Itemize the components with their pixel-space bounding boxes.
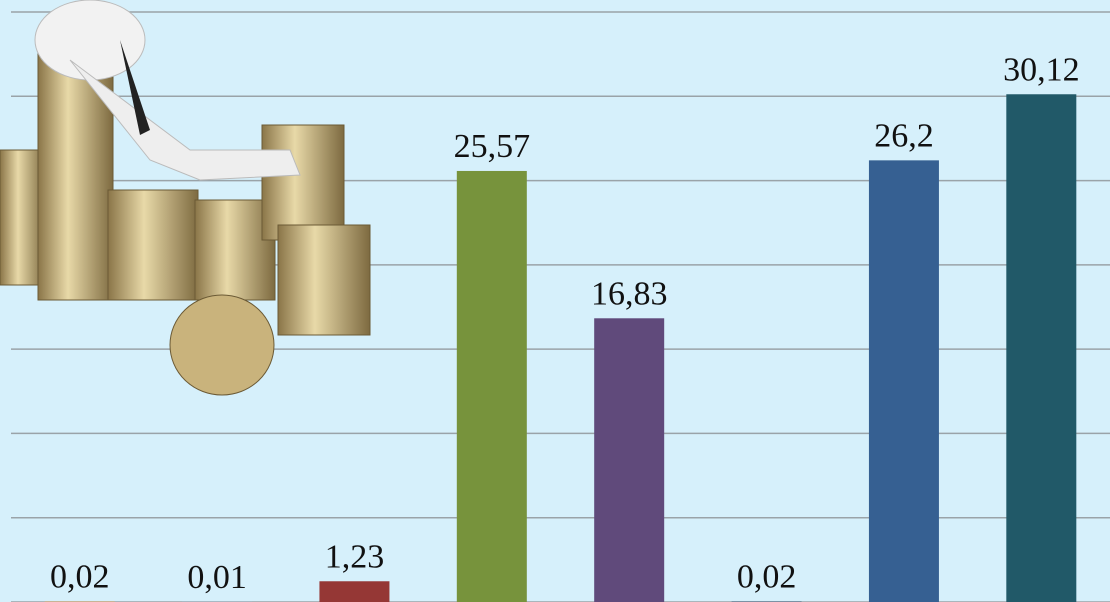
- bar: [456, 170, 527, 602]
- data-label: 0,01: [187, 559, 247, 596]
- data-label: 26,2: [874, 117, 934, 154]
- bar: [319, 581, 390, 602]
- data-label: 25,57: [454, 128, 531, 165]
- bar: [594, 318, 665, 602]
- data-label: 0,02: [737, 559, 797, 596]
- data-label: 16,83: [591, 275, 668, 312]
- grid: [11, 11, 1110, 602]
- data-label: 1,23: [325, 538, 385, 575]
- bar: [868, 160, 939, 602]
- bars: 0,02 0,01 1,23 25,57 16,83 0,02 26,2 30,12: [44, 51, 1080, 602]
- data-label: 0,02: [50, 559, 110, 596]
- coins-illustration: [0, 0, 371, 396]
- data-label: 30,12: [1003, 51, 1080, 88]
- bar: [1006, 94, 1077, 602]
